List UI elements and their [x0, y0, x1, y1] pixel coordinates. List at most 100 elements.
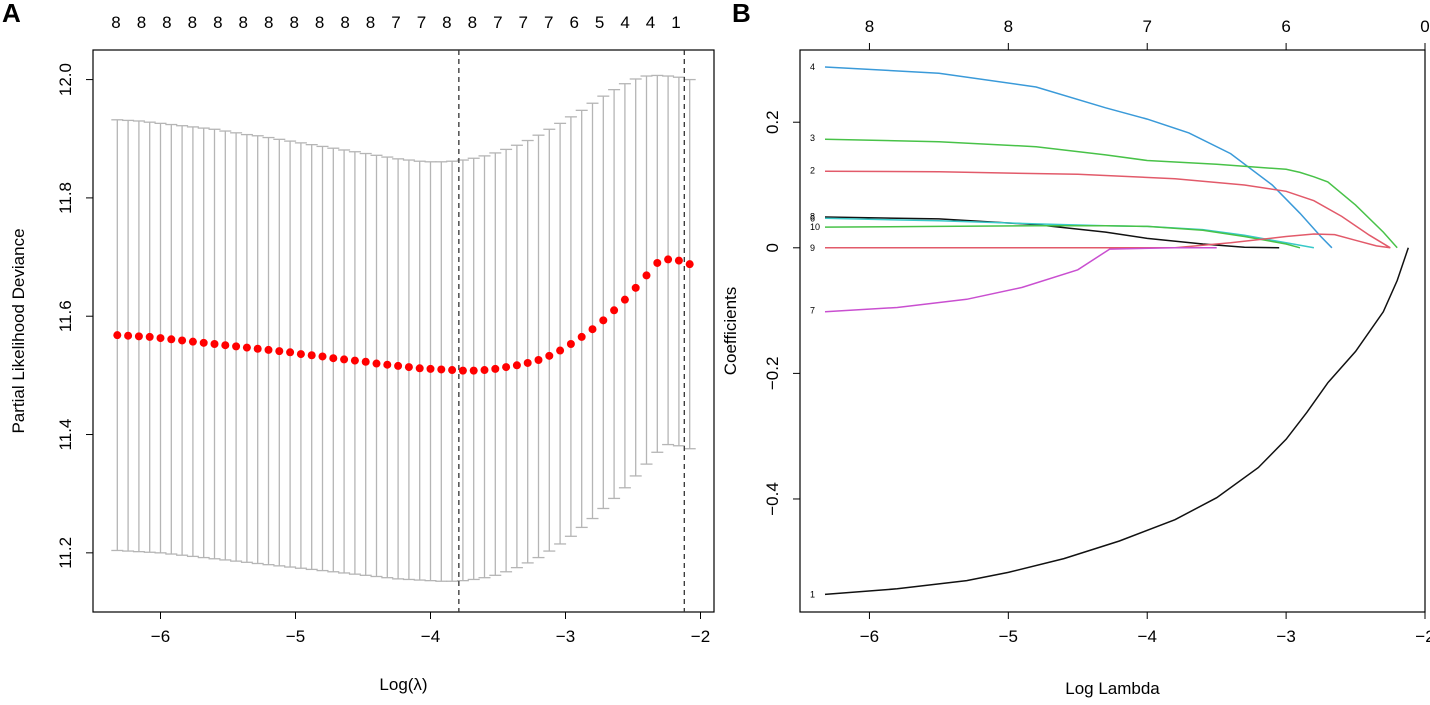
panel-a-top-count-label: 7: [417, 13, 426, 32]
panel-b-line-label: 3: [810, 133, 815, 143]
panel-b-y-tick-label: −0.4: [763, 482, 782, 516]
panel-a-deviance-point: [620, 295, 629, 304]
panel-b-y-axis-label: Coefficients: [721, 287, 740, 376]
panel-a-y-axis-label: Partial Likelihood Deviance: [9, 228, 28, 433]
panel-a-deviance-point: [664, 255, 673, 264]
panel-a-deviance-point: [534, 355, 543, 364]
panel-a-top-count-label: 4: [646, 13, 655, 32]
panel-a-y-tick-label: 11.2: [56, 537, 75, 569]
panel-b-coefficient-line-1: [824, 247, 1410, 596]
panel-a-deviance-point: [523, 358, 532, 367]
panel-a-cv-deviance-plot: −6 −5 −4 −3 −2 11.2 11.4 11.6 11.8 12.0 Log(λ) Part…: [9, 13, 715, 694]
panel-a-deviance-point: [156, 334, 165, 343]
panel-a-deviance-point: [480, 366, 489, 375]
panel-b-top-count-label: 7: [1142, 17, 1151, 36]
panel-a-deviance-point: [145, 332, 154, 341]
panel-a-top-count-label: 8: [137, 13, 146, 32]
panel-b-line-label: 6: [810, 213, 815, 223]
panel-a-top-count-label: 8: [340, 13, 349, 32]
panel-a-deviance-point: [340, 355, 349, 364]
panel-a-top-count-label: 7: [391, 13, 400, 32]
panel-a-deviance-point: [242, 343, 251, 352]
panel-a-deviance-point: [556, 346, 565, 355]
panel-b-line-label: 8: [810, 211, 815, 221]
panel-b-line-label: 9: [810, 243, 815, 253]
panel-a-top-count-label: 8: [366, 13, 375, 32]
panel-b-y-tick-label: 0.2: [763, 110, 782, 134]
panel-b-y-tick-label: −0.2: [763, 357, 782, 391]
panel-b-plot-frame: [799, 49, 1426, 613]
panel-b-x-tick-label: −5: [999, 627, 1018, 646]
panel-b-coefficient-line-7: [824, 247, 1217, 313]
panel-a-deviance-point: [361, 357, 370, 366]
panel-a-deviance-point: [394, 361, 403, 370]
panel-a-top-count-label: 1: [671, 13, 680, 32]
panel-b-x-tick-label: −6: [860, 627, 879, 646]
panel-a-x-tick-label: −3: [556, 627, 575, 646]
panel-a-deviance-point: [588, 325, 597, 334]
panel-a-deviance-point: [199, 338, 208, 347]
panel-b-top-count-label: 8: [865, 17, 874, 36]
panel-a-top-count-label: 7: [493, 13, 502, 32]
panel-a-deviance-point: [221, 341, 230, 350]
panel-b-line-label: 7: [810, 306, 815, 316]
panel-b-x-tick-label: −3: [1276, 627, 1295, 646]
panel-b-label: B: [732, 0, 751, 28]
panel-a-deviance-point: [253, 344, 262, 353]
panel-a-deviance-point: [329, 354, 338, 363]
panel-a-top-count-label: 8: [264, 13, 273, 32]
panel-a-x-tick-label: −4: [421, 627, 440, 646]
panel-a-label: A: [2, 0, 21, 28]
panel-a-deviance-point: [674, 256, 683, 265]
panel-a-top-count-label: 8: [162, 13, 171, 32]
panel-a-deviance-point: [264, 345, 273, 354]
panel-a-deviance-point: [167, 335, 176, 344]
panel-a-deviance-point: [415, 364, 424, 373]
panel-b-x-tick-label: −4: [1138, 627, 1157, 646]
panel-a-x-tick-label: −6: [151, 627, 170, 646]
panel-a-deviance-point: [232, 342, 241, 351]
panel-b-coefficient-line-4: [824, 66, 1333, 249]
panel-a-y-tick-label: 11.4: [56, 419, 75, 451]
panel-a-deviance-point: [286, 348, 295, 357]
panel-a-top-count-label: 8: [468, 13, 477, 32]
panel-a-deviance-point: [383, 360, 392, 369]
panel-a-top-count-label: 8: [188, 13, 197, 32]
panel-a-deviance-point: [469, 366, 478, 375]
panel-a-top-count-label: 8: [239, 13, 248, 32]
panel-b-top-count-label: 8: [1004, 17, 1013, 36]
panel-a-deviance-point: [577, 332, 586, 341]
panel-a-deviance-point: [113, 331, 122, 340]
panel-b-x-axis-label: Log Lambda: [1065, 679, 1160, 698]
panel-a-y-tick-label: 11.6: [56, 300, 75, 332]
panel-b-coefficient-line-2: [824, 170, 1391, 249]
panel-a-deviance-point: [642, 271, 651, 280]
panel-a-deviance-point: [631, 283, 640, 292]
panel-a-deviance-point: [653, 258, 662, 267]
panel-b-line-label: 2: [810, 166, 815, 176]
panel-a-x-axis-label: Log(λ): [379, 675, 427, 694]
panel-a-deviance-point: [599, 316, 608, 325]
panel-a-deviance-point: [437, 365, 446, 374]
panel-a-deviance-point: [610, 306, 619, 315]
panel-a-deviance-point: [545, 351, 554, 360]
panel-a-deviance-point: [372, 359, 381, 368]
panel-a-x-tick-label: −2: [691, 627, 710, 646]
panel-a-deviance-point: [134, 332, 143, 341]
panel-a-deviance-point: [491, 364, 500, 373]
panel-b-coefficient-line-10: [824, 225, 1301, 249]
panel-a-top-count-label: 4: [620, 13, 629, 32]
panel-a-top-count-label: 5: [595, 13, 604, 32]
panel-a-top-count-label: 8: [111, 13, 120, 32]
panel-a-top-count-label: 7: [544, 13, 553, 32]
panel-a-top-count-label: 8: [315, 13, 324, 32]
panel-a-deviance-point: [512, 361, 521, 370]
panel-a-deviance-point: [307, 351, 316, 360]
panel-a-deviance-point: [124, 331, 133, 340]
panel-b-coefficient-line-8: [824, 216, 1280, 249]
panel-a-top-count-label: 8: [213, 13, 222, 32]
panel-a-deviance-point: [426, 364, 435, 373]
panel-b-line-label: 1: [810, 589, 815, 599]
